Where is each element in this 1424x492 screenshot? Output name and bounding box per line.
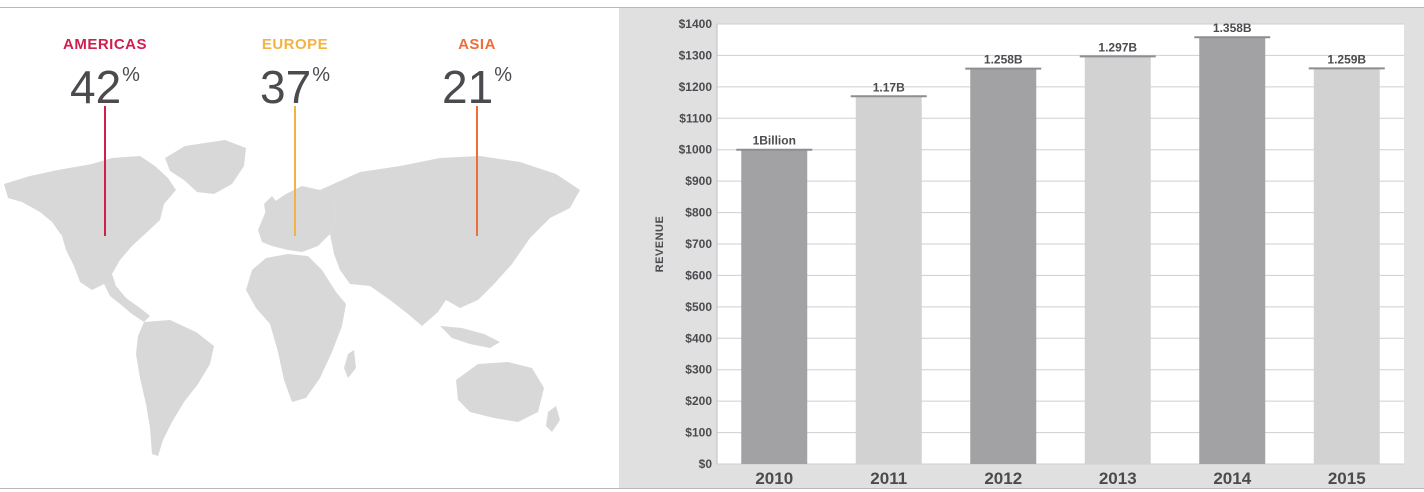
bar-data-label: 1.259B [1327, 52, 1366, 66]
bar-data-label: 1.258B [984, 53, 1023, 67]
x-tick-label: 2012 [984, 469, 1022, 488]
x-tick-label: 2014 [1213, 469, 1251, 488]
percent-sign: % [494, 64, 512, 86]
y-tick-label: $600 [685, 268, 712, 282]
region-share: 21% [442, 52, 512, 110]
y-tick-label: $400 [685, 331, 712, 345]
y-tick-label: $500 [685, 300, 712, 314]
region-name: ASIA [458, 36, 496, 53]
y-tick-label: $200 [685, 394, 712, 408]
y-tick-label: $0 [699, 457, 713, 471]
x-tick-label: 2010 [755, 469, 793, 488]
bar-data-label: 1.17B [873, 80, 905, 94]
y-tick-label: $700 [685, 237, 712, 251]
region-share-value: 42 [70, 61, 122, 113]
y-tick-label: $1100 [679, 111, 712, 125]
region-share-value: 37 [260, 61, 312, 113]
region-asia: ASIA 21% [442, 36, 512, 110]
y-tick-label: $1200 [679, 80, 713, 94]
regional-share-panel: AMERICAS 42% EUROPE 37% ASIA 21% [0, 8, 619, 488]
region-name: EUROPE [261, 36, 329, 53]
bar-data-label: 1.358B [1213, 21, 1252, 35]
bar-data-label: 1Billion [753, 134, 796, 148]
region-name: AMERICAS [62, 36, 148, 53]
revenue-chart-panel: $0 $100 $200 $300 $400 $500 $600 $700 $800 $900 $1… [619, 8, 1424, 488]
region-share: 42% [63, 52, 147, 110]
revenue-bar-chart: $0 $100 $200 $300 $400 $500 $600 $700 $800 $900 $1… [654, 17, 1404, 488]
bottom-rule [0, 488, 1424, 489]
x-tick-label: 2015 [1328, 469, 1366, 488]
y-axis-title: REVENUE [654, 216, 666, 273]
percent-sign: % [312, 64, 330, 86]
bar [855, 96, 922, 465]
y-tick-label: $1400 [679, 17, 713, 31]
bar [1084, 56, 1151, 464]
bar [1313, 68, 1380, 465]
bar [970, 68, 1037, 464]
region-share: 37% [260, 52, 330, 110]
region-americas: AMERICAS 42% [63, 36, 147, 110]
y-tick-label: $1000 [679, 143, 713, 157]
world-map-icon [4, 106, 580, 456]
x-tick-label: 2013 [1099, 469, 1137, 488]
bar [1199, 37, 1266, 464]
percent-sign: % [122, 64, 140, 86]
y-tick-label: $1300 [679, 48, 713, 62]
top-rule [0, 7, 1424, 8]
bar [741, 149, 808, 464]
region-share-value: 21 [442, 61, 494, 113]
region-europe: EUROPE 37% [260, 36, 330, 110]
y-tick-label: $100 [685, 426, 712, 440]
y-tick-label: $800 [685, 206, 712, 220]
y-tick-label: $900 [685, 174, 712, 188]
x-tick-label: 2011 [870, 469, 907, 488]
bar-data-label: 1.297B [1098, 40, 1137, 54]
y-tick-label: $300 [685, 363, 712, 377]
